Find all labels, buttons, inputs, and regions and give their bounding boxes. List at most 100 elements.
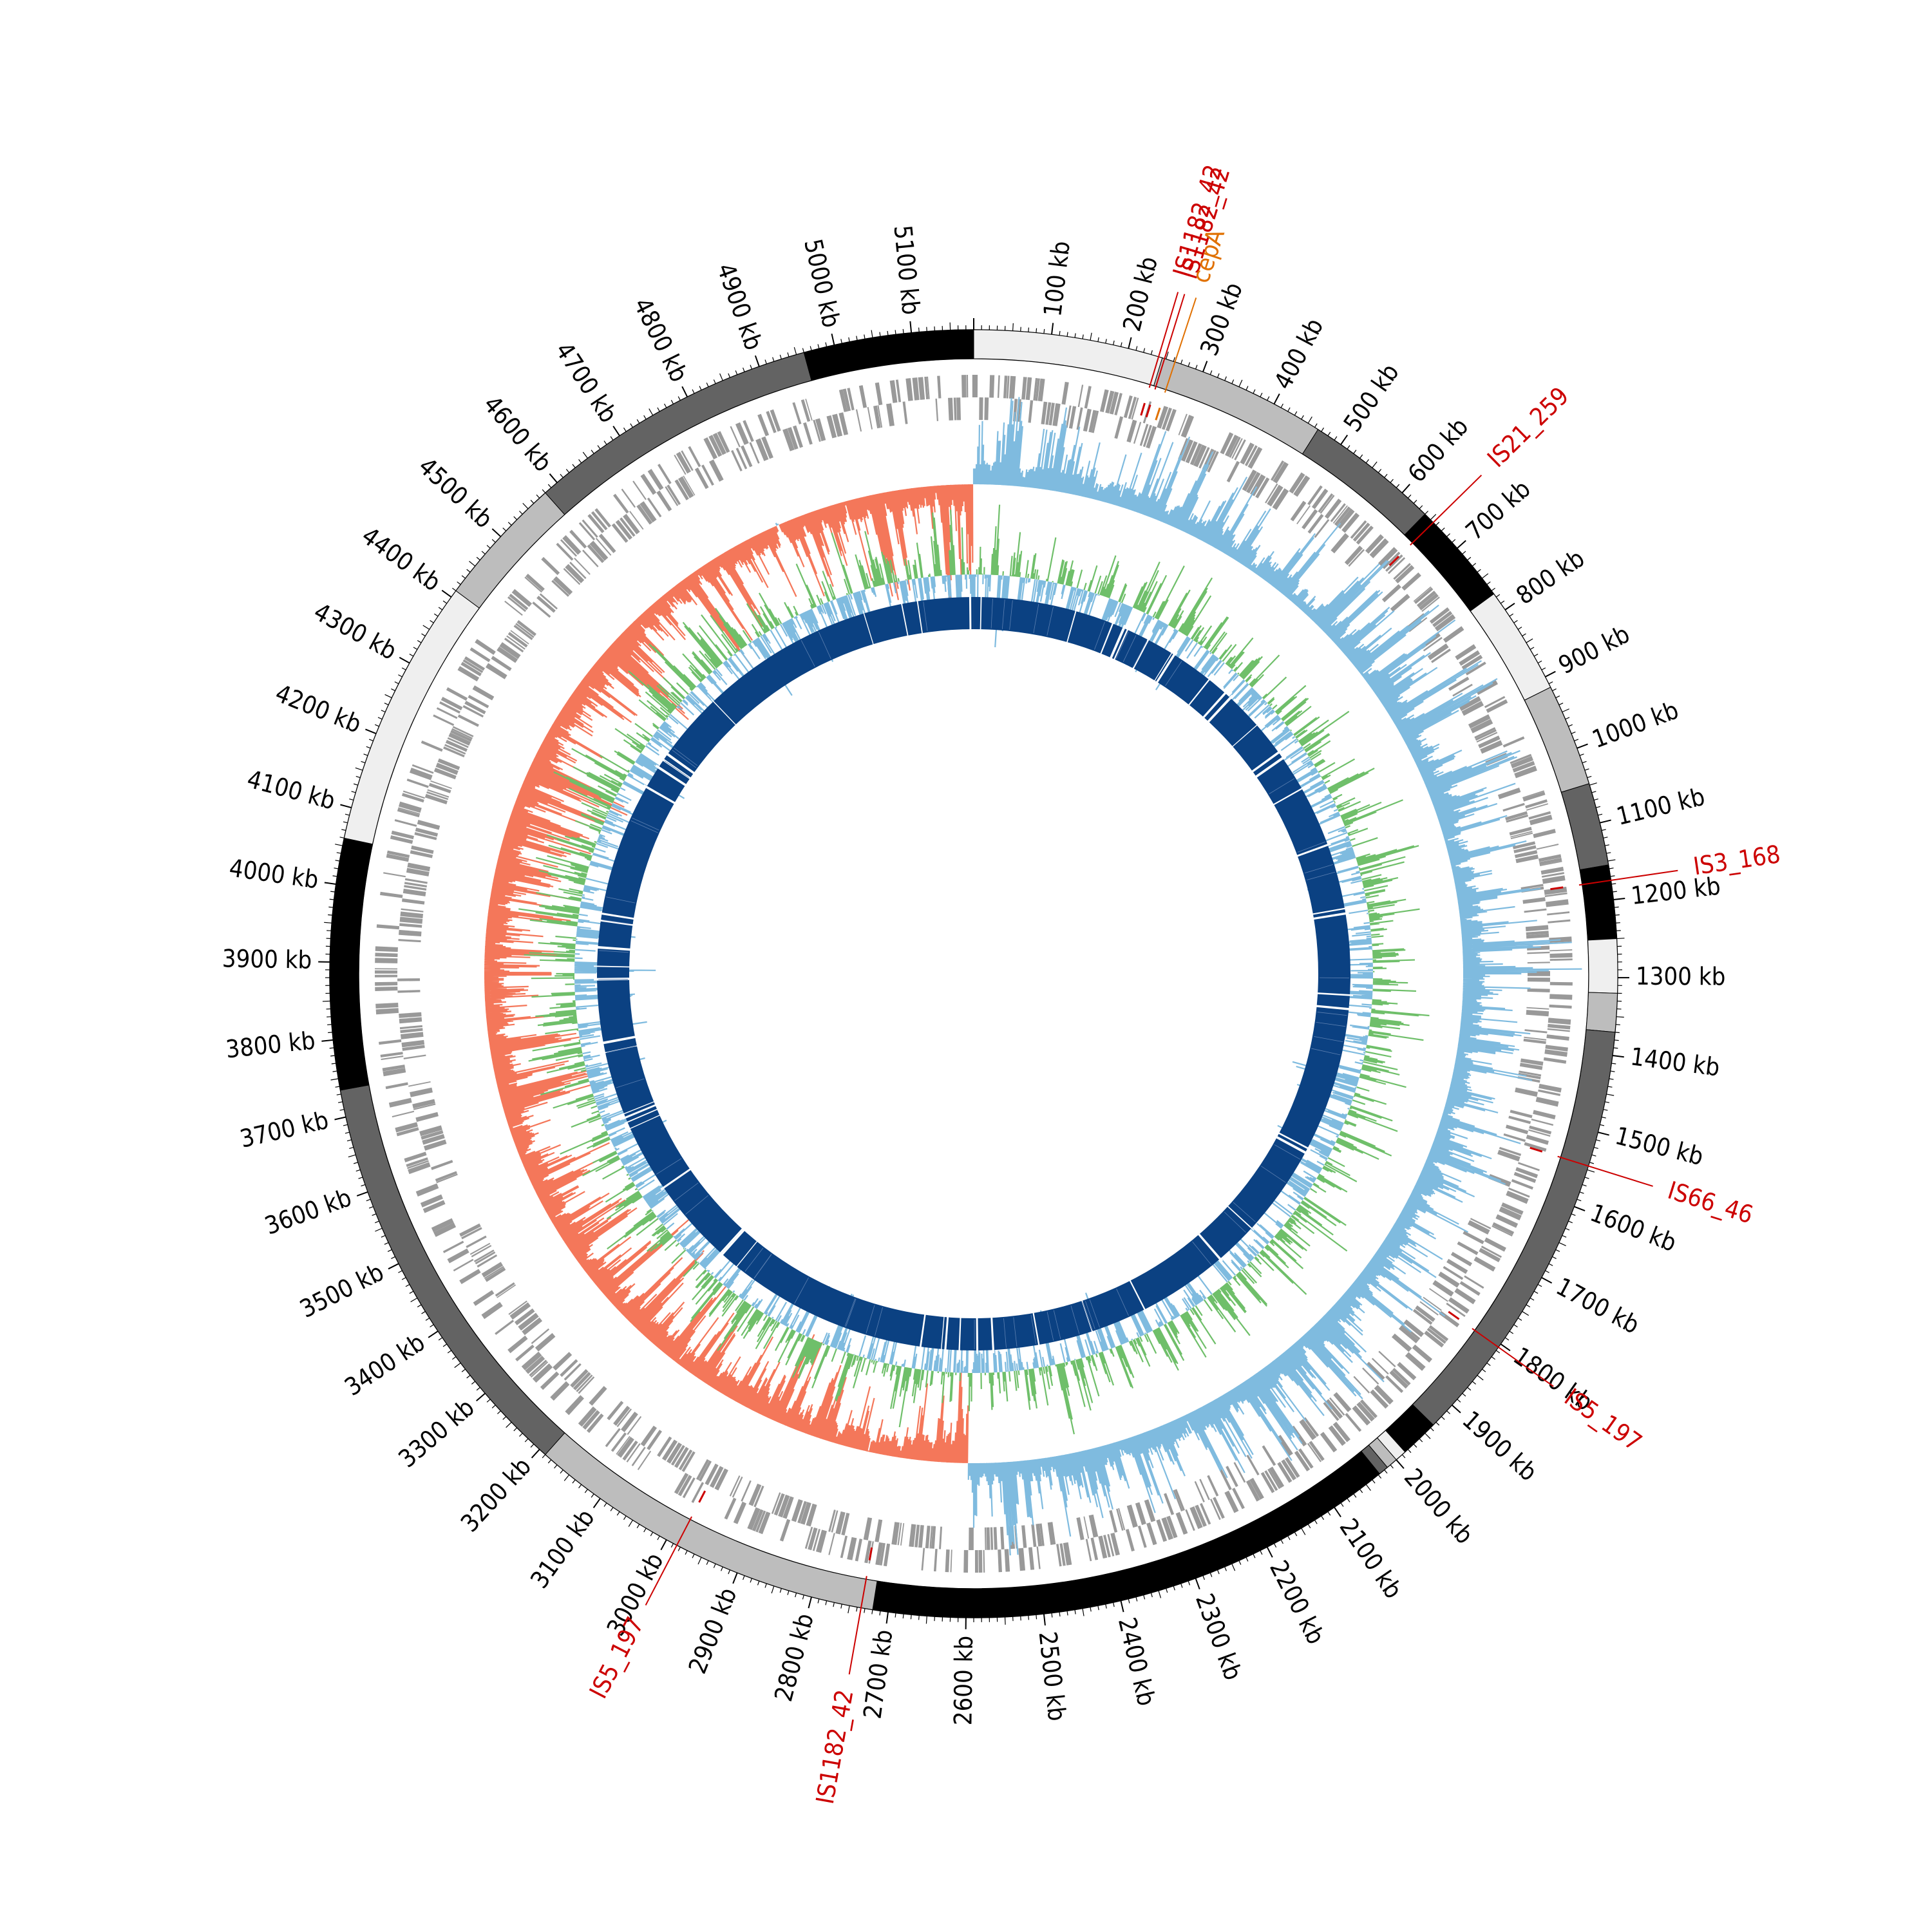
gene-mark — [1281, 1459, 1296, 1481]
scale-tick — [1600, 1124, 1605, 1126]
gene-mark — [535, 1332, 556, 1352]
scale-tick — [1082, 1608, 1084, 1616]
gene-mark — [1144, 1499, 1156, 1522]
gene-mark — [1052, 403, 1061, 426]
scale-tick — [524, 1438, 529, 1443]
gene-mark — [681, 1451, 696, 1472]
homology-fine-line — [1094, 621, 1105, 650]
gene-mark — [815, 1530, 827, 1553]
gene-mark — [793, 425, 803, 448]
scale-tick — [1452, 539, 1456, 543]
gene-mark — [444, 744, 466, 755]
scale-tick — [582, 451, 588, 459]
gene-mark — [682, 1477, 696, 1499]
gene-mark — [491, 656, 512, 671]
scale-tick — [831, 333, 835, 345]
gene-mark — [755, 1510, 766, 1533]
gene-mark — [1510, 753, 1532, 764]
gene-mark — [1546, 1034, 1569, 1041]
scale-tick — [348, 1154, 356, 1158]
gene-mark — [1142, 424, 1152, 448]
gene-mark — [1473, 1256, 1496, 1272]
gene-mark — [1454, 1288, 1476, 1305]
gene-mark — [1065, 405, 1072, 428]
scale-tick — [779, 1588, 782, 1593]
homology-gap — [980, 594, 982, 633]
gene-mark — [531, 1328, 550, 1345]
gene-mark — [1131, 397, 1139, 420]
gene-mark — [1277, 1462, 1293, 1483]
scale-tick — [1513, 620, 1518, 623]
gene-mark — [924, 376, 929, 400]
gene-mark — [404, 1151, 427, 1162]
gene-mark — [1392, 1368, 1411, 1386]
gene-mark — [782, 1496, 794, 1519]
gene-mark — [753, 1485, 764, 1508]
scale-tick — [355, 767, 363, 771]
homology-fine-line — [1165, 661, 1182, 687]
scale-tick — [560, 1469, 564, 1474]
scale-tick — [1334, 1506, 1341, 1517]
scale-tick — [1481, 1368, 1486, 1372]
gene-mark — [867, 407, 873, 430]
scale-tick — [1537, 1283, 1542, 1287]
gene-mark — [421, 740, 443, 752]
scale-tick — [1209, 1572, 1213, 1577]
scale-tick — [1430, 514, 1437, 520]
gene-mark — [532, 1363, 553, 1383]
gene-mark — [399, 929, 422, 937]
homology-gap — [643, 784, 678, 806]
homology-gap — [597, 919, 636, 927]
gene-mark — [1246, 1454, 1260, 1476]
gene-mark — [1423, 1296, 1442, 1311]
gene-mark — [380, 1052, 403, 1058]
tick-label: 200 kb — [1117, 254, 1163, 334]
gene-mark — [1529, 1125, 1552, 1135]
gene-mark — [1298, 1448, 1314, 1469]
gene-mark — [447, 737, 469, 748]
gene-mark — [375, 946, 398, 952]
scale-tick — [670, 399, 674, 404]
gene-mark — [1526, 803, 1549, 811]
gene-mark — [1461, 654, 1483, 670]
gene-mark — [459, 1269, 481, 1285]
scale-tick — [1541, 667, 1546, 670]
homology-fine-line — [672, 750, 696, 768]
scale-tick — [578, 459, 582, 464]
gene-mark — [629, 511, 644, 530]
homology-gap — [598, 912, 638, 920]
gc-content-high — [518, 504, 1430, 1435]
gene-mark — [1285, 1457, 1300, 1478]
scale-tick — [466, 569, 471, 573]
annotation-marker — [1145, 404, 1151, 418]
gene-mark — [406, 778, 429, 788]
gene-mark — [1523, 1038, 1546, 1045]
gene-mark — [613, 493, 629, 514]
gene-mark — [380, 891, 403, 898]
gene-mark — [464, 656, 486, 671]
gene-mark — [1509, 826, 1532, 836]
scale-tick — [353, 1162, 359, 1164]
gene-mark — [560, 1359, 578, 1378]
gene-mark — [1299, 1419, 1317, 1441]
gene-mark — [422, 1200, 446, 1213]
tick-label: 3500 kb — [296, 1258, 388, 1323]
gene-mark — [392, 1110, 415, 1118]
homology-gap — [900, 600, 909, 639]
gene-mark — [677, 476, 694, 498]
gene-mark — [375, 1008, 399, 1015]
gene-mark — [1334, 506, 1351, 526]
annotation-marker — [1530, 1146, 1543, 1153]
gene-mark — [560, 539, 578, 557]
tick-label: 500 kb — [1338, 359, 1405, 437]
gene-mark — [1434, 614, 1456, 632]
scale-tick — [1028, 327, 1029, 332]
gene-mark — [1508, 1188, 1530, 1198]
gene-mark — [998, 1549, 1002, 1573]
gene-mark — [974, 375, 978, 398]
scale-tick — [531, 1448, 540, 1459]
gene-mark — [421, 1130, 444, 1140]
scale-tick — [657, 407, 660, 412]
scale-tick — [345, 813, 350, 816]
homology-gap — [664, 751, 697, 776]
